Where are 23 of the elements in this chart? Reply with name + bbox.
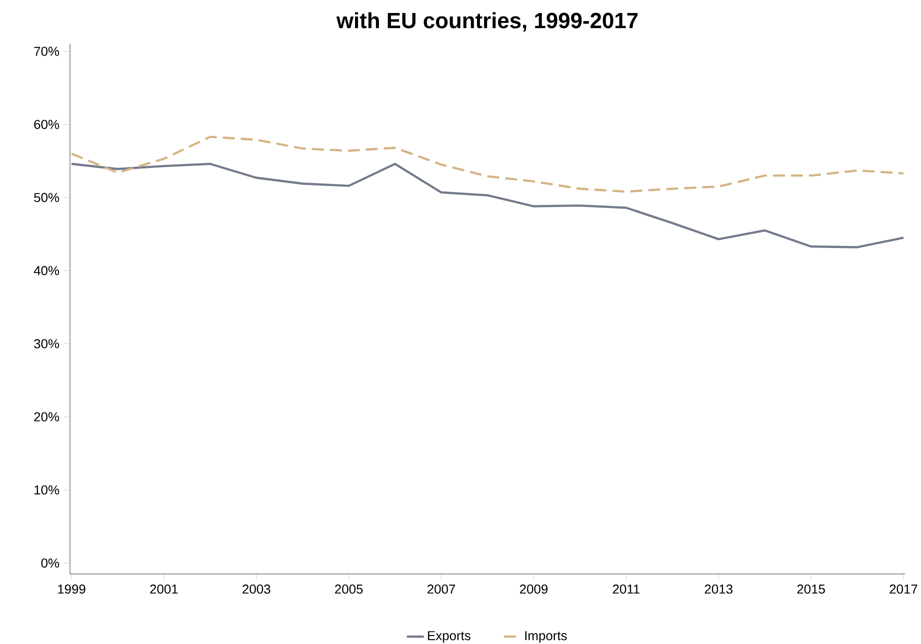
chart-title: with EU countries, 1999-2017: [336, 12, 638, 32]
x-tick-label: 2003: [242, 584, 270, 594]
y-tick-label: 70%: [34, 46, 60, 56]
y-tick-label: 10%: [34, 485, 60, 495]
line-series: [70, 162, 905, 248]
x-tick-label: 2017: [890, 584, 918, 594]
x-tick-label: 1999: [58, 584, 86, 594]
x-tick-label: 2011: [612, 584, 640, 594]
y-tick-label: 50%: [34, 192, 60, 202]
legend-label: Imports: [525, 631, 567, 643]
x-tick-label: 2015: [797, 584, 825, 594]
x-tick-label: 2013: [704, 584, 732, 594]
x-tick-label: 2007: [428, 584, 456, 594]
legend-label: Exports: [428, 631, 470, 643]
x-tick-label: 2001: [150, 584, 178, 594]
y-tick-label: 20%: [34, 412, 60, 422]
x-tick-label: 2005: [335, 584, 363, 594]
x-tick-label: 2009: [520, 584, 548, 594]
y-tick-label: 40%: [34, 266, 60, 276]
line-series: [70, 136, 905, 193]
y-tick-label: 0%: [41, 558, 60, 568]
y-tick-label: 60%: [34, 120, 60, 129]
y-tick-label: 30%: [34, 339, 60, 348]
